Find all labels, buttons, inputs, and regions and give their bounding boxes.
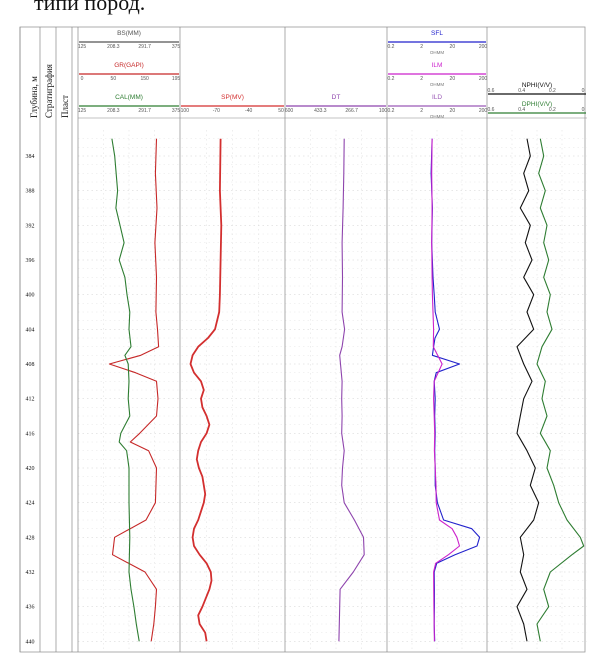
column-headers: Глубина, м Стратиграфия Пласт [29, 64, 70, 118]
curve-tick-label: 266.7 [345, 108, 358, 114]
chart-frame [19, 26, 586, 653]
curve-tick-label: 0.2 [388, 44, 395, 50]
curve-tick-label: 2 [420, 108, 423, 114]
curve-tick-label: 0.4 [518, 88, 525, 94]
curve-tick-label: 208.3 [107, 108, 120, 114]
depth-tick-label: 400 [26, 293, 35, 299]
curve-tick-label: 208.3 [107, 44, 120, 50]
stratigraphy-header: Стратиграфия [44, 64, 54, 118]
curve-tick-label: 150 [140, 76, 149, 82]
curve-tick-label: 200 [479, 44, 488, 50]
curve-tick-label: 100 [379, 108, 388, 114]
depth-tick-label: 392 [26, 223, 35, 229]
curve-name: SP(MV) [221, 94, 244, 101]
curve-name: ILD [432, 94, 442, 101]
caption-fragment: типи пород. [34, 0, 146, 15]
curve-tick-label: 375 [172, 108, 181, 114]
curve-name: DT [332, 94, 341, 101]
curve-unit: OHMM [430, 82, 444, 87]
curve-name: GR(GAPI) [114, 62, 144, 69]
depth-tick-label: 436 [26, 605, 35, 611]
curve-unit: OHMM [430, 114, 444, 119]
curve-tick-label: 195 [172, 76, 181, 82]
curve-tick-label: 0.2 [549, 88, 556, 94]
depth-tick-label: 424 [26, 501, 35, 507]
curve-tick-label: 125 [78, 108, 87, 114]
depth-grid [78, 130, 587, 650]
curve-tick-label: 20 [450, 108, 456, 114]
curve-tick-label: -70 [213, 108, 220, 114]
gr-curve [108, 138, 160, 642]
curve-unit: OHMM [430, 50, 444, 55]
curve-tick-label: 200 [479, 108, 488, 114]
curve-tick-label: 200 [479, 76, 488, 82]
curve-tick-label: 291.7 [138, 108, 151, 114]
curve-name: SFL [431, 30, 443, 37]
curve-tick-label: 0.4 [518, 107, 525, 113]
track-dividers [19, 27, 587, 652]
depth-tick-labels: 384 388 392 396 400 404 408 412 416 420 424 428 432 4… [26, 154, 35, 645]
curve-tick-label: 0 [81, 76, 84, 82]
curve-tick-label: 0.2 [549, 107, 556, 113]
curve-tick-label: -40 [245, 108, 252, 114]
curve-tick-label: 0.6 [488, 88, 495, 94]
curve-name: NPHI(V/V) [522, 82, 552, 89]
curve-tick-label: 433.3 [314, 108, 327, 114]
dt-curve [338, 138, 365, 642]
depth-tick-label: 420 [26, 466, 35, 472]
depth-tick-label: 396 [26, 258, 35, 264]
curve-name: BS(MM) [117, 30, 141, 37]
depth-tick-label: 404 [26, 327, 35, 333]
depth-tick-label: 408 [26, 362, 35, 368]
curve-tick-label: 291.7 [138, 44, 151, 50]
curve-tick-label: 50 [278, 108, 284, 114]
curve-tick-label: 20 [450, 44, 456, 50]
depth-tick-label: 412 [26, 397, 35, 403]
depth-tick-label: 388 [26, 189, 35, 195]
curve-tick-label: 20 [450, 76, 456, 82]
curve-tick-label: 50 [111, 76, 117, 82]
cal-curve [111, 138, 140, 642]
depth-tick-label: 432 [26, 570, 35, 576]
curve-tick-label: 2 [420, 76, 423, 82]
nphi-curve [516, 138, 540, 642]
curve-tick-label: 0.6 [488, 107, 495, 113]
log-curves [108, 138, 585, 642]
depth-tick-label: 416 [26, 431, 35, 437]
depth-tick-label: 440 [26, 639, 35, 645]
curve-tick-label: -100 [179, 108, 189, 114]
depth-tick-label: 428 [26, 535, 35, 541]
layer-header: Пласт [60, 95, 70, 118]
curve-tick-label: 600 [285, 108, 294, 114]
curve-tick-label: 0 [582, 107, 585, 113]
depth-tick-label: 384 [26, 154, 35, 160]
curve-tick-label: 0.2 [388, 76, 395, 82]
curve-name: CAL(MM) [115, 94, 143, 101]
curve-tick-label: 0 [582, 88, 585, 94]
curve-tick-label: 375 [172, 44, 181, 50]
curve-tick-label: 0.2 [388, 108, 395, 114]
curve-tick-label: 2 [420, 44, 423, 50]
curve-name: ILM [432, 62, 443, 69]
curve-tick-label: 125 [78, 44, 87, 50]
depth-header: Глубина, м [29, 76, 39, 118]
dphi-curve [536, 138, 585, 642]
curve-name: DPHI(V/V) [522, 101, 552, 108]
sp-curve [189, 138, 223, 642]
ilm-curve [431, 138, 461, 642]
curve-headers: BS(MM) 125 208.3 291.7 375 GR(GAPI) 0 50 150 195 C… [78, 30, 586, 119]
